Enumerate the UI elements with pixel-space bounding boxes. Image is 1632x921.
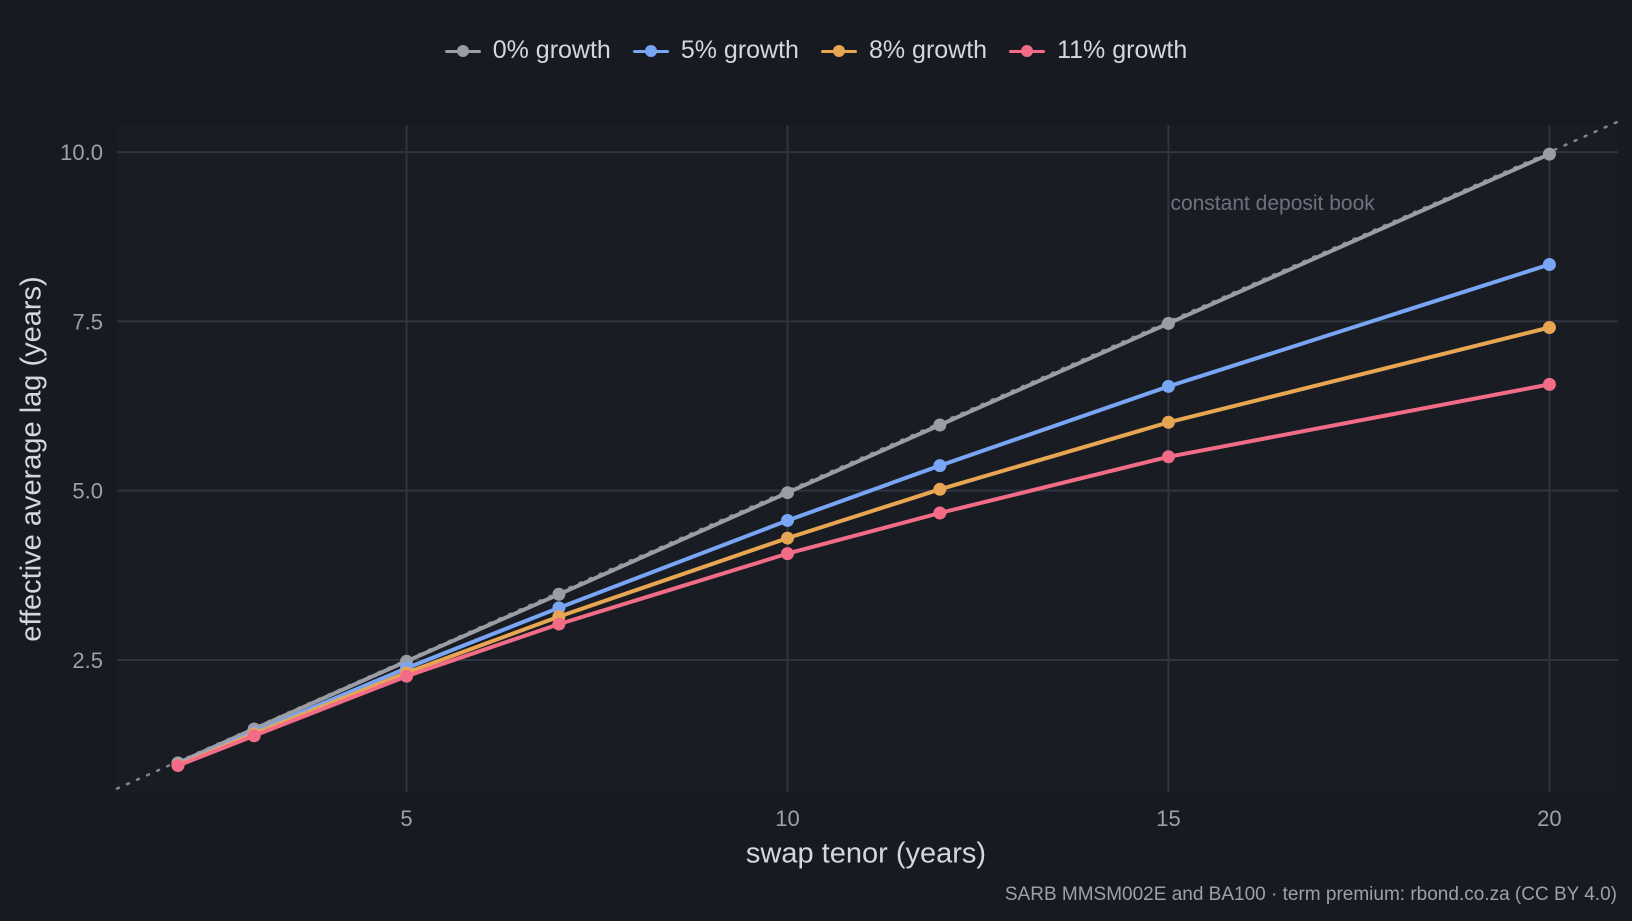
data-point <box>933 459 947 473</box>
x-tick-label: 20 <box>1537 806 1561 831</box>
series-line-3 <box>176 382 1552 768</box>
data-point <box>552 587 566 601</box>
source-caption: SARB MMSM002E and BA100 · term premium: … <box>1004 884 1617 905</box>
data-point <box>933 482 947 496</box>
data-point <box>1161 316 1175 330</box>
data-point <box>780 513 794 527</box>
data-point <box>1161 379 1175 393</box>
legend-key-icon <box>1009 44 1046 57</box>
y-tick-label: 10.0 <box>60 140 103 165</box>
x-tick-label: 10 <box>775 806 799 831</box>
legend-label: 0% growth <box>492 36 611 64</box>
data-point <box>780 531 794 545</box>
legend-key-icon <box>444 44 481 57</box>
data-point <box>780 486 794 500</box>
legend-key-icon <box>632 44 669 57</box>
data-point <box>1542 377 1556 391</box>
data-point <box>933 418 947 432</box>
annotation-label: constant deposit book <box>1170 192 1375 215</box>
legend-item: 0% growth <box>444 36 611 65</box>
legend-item: 8% growth <box>820 36 988 65</box>
legend-label: 5% growth <box>680 36 799 64</box>
data-point <box>247 729 261 743</box>
x-axis-title: swap tenor (years) <box>745 837 987 870</box>
data-point <box>1542 147 1556 161</box>
legend-key-icon <box>820 44 857 57</box>
x-tick-label: 5 <box>400 806 412 831</box>
legend: 0% growth 5% growth 8% growth 11% growth <box>0 36 1632 65</box>
data-point <box>1542 320 1556 334</box>
data-point <box>171 759 185 773</box>
y-tick-label: 7.5 <box>72 309 103 334</box>
legend-label: 11% growth <box>1057 36 1188 64</box>
legend-item: 5% growth <box>632 36 799 65</box>
legend-label: 8% growth <box>868 36 988 64</box>
y-tick-label: 2.5 <box>72 648 103 673</box>
series-line-0 <box>176 152 1552 765</box>
data-point <box>400 669 414 683</box>
y-tick-label: 5.0 <box>72 479 103 504</box>
data-point <box>552 617 566 631</box>
legend-item: 11% growth <box>1009 36 1187 65</box>
data-point <box>780 547 794 561</box>
data-point <box>1161 450 1175 464</box>
data-point <box>1542 257 1556 271</box>
series-line-2 <box>176 325 1552 767</box>
x-tick-label: 15 <box>1156 806 1180 831</box>
data-point <box>933 506 947 520</box>
data-point <box>1161 415 1175 429</box>
y-axis-title: effective average lag (years) <box>15 276 48 642</box>
